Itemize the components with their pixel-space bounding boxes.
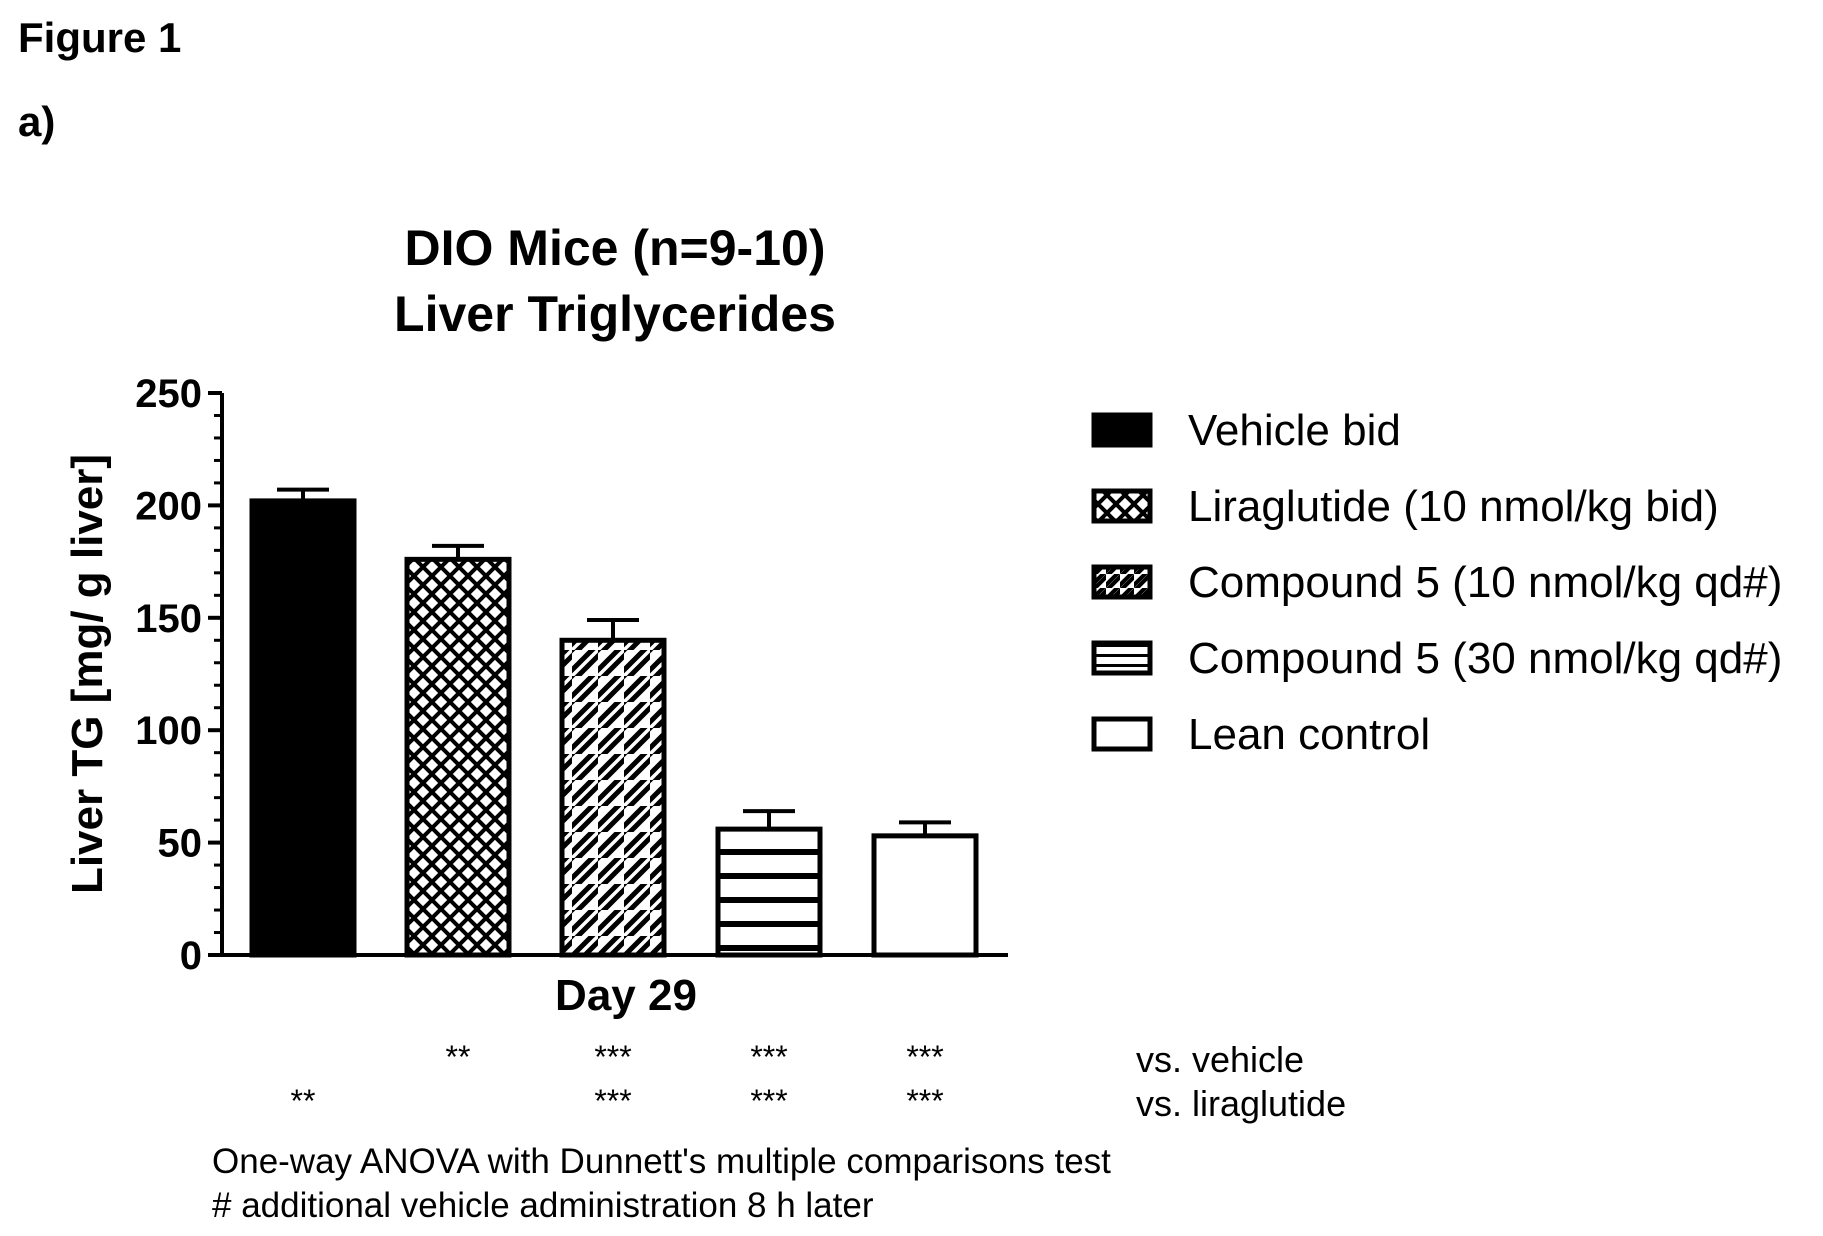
legend-swatch bbox=[1091, 640, 1153, 676]
legend: Vehicle bid Liraglutide (10 nmol/kg bid) C… bbox=[1091, 406, 1782, 759]
chart-title: DIO Mice (n=9-10) Liver Triglycerides bbox=[330, 215, 900, 347]
footnote-statistics: One-way ANOVA with Dunnett's multiple co… bbox=[212, 1142, 1111, 1181]
legend-label: Liraglutide (10 nmol/kg bid) bbox=[1188, 482, 1719, 531]
bar bbox=[559, 637, 667, 958]
y-tick-label: 250 bbox=[135, 372, 202, 416]
legend-label: Compound 5 (10 nmol/kg qd#) bbox=[1188, 558, 1782, 607]
footnote-vehicle: # additional vehicle administration 8 h … bbox=[212, 1186, 874, 1225]
significance-mark: *** bbox=[750, 1039, 787, 1075]
bar bbox=[871, 833, 979, 958]
legend-swatch bbox=[1091, 412, 1153, 448]
y-axis-label: Liver TG [mg/ g liver] bbox=[63, 454, 112, 894]
y-tick-label: 50 bbox=[158, 822, 203, 866]
bar bbox=[249, 498, 357, 958]
significance-row-label: vs. liraglutide bbox=[1136, 1083, 1346, 1124]
chart-title-line-2: Liver Triglycerides bbox=[394, 286, 836, 342]
axes: 0 50 100 150 200 250 Liver TG [mg/ g liver] Day… bbox=[63, 372, 1008, 1020]
figure-label: Figure 1 bbox=[18, 14, 182, 61]
legend-swatch bbox=[1091, 564, 1153, 600]
legend-swatch bbox=[1091, 716, 1153, 752]
significance-mark: *** bbox=[594, 1083, 631, 1119]
chart-title-line-1: DIO Mice (n=9-10) bbox=[404, 220, 826, 276]
bar bbox=[715, 826, 823, 958]
y-tick-label: 200 bbox=[135, 484, 202, 528]
y-tick-label: 0 bbox=[180, 934, 202, 978]
legend-label: Lean control bbox=[1188, 710, 1430, 759]
significance-mark: *** bbox=[906, 1083, 943, 1119]
legend-label: Compound 5 (30 nmol/kg qd#) bbox=[1188, 634, 1782, 683]
bar bbox=[404, 556, 512, 958]
significance-mark: *** bbox=[750, 1083, 787, 1119]
legend-label: Vehicle bid bbox=[1188, 406, 1401, 455]
y-tick-label: 100 bbox=[135, 709, 202, 753]
y-tick-label: 150 bbox=[135, 597, 202, 641]
panel-label: a) bbox=[18, 98, 56, 145]
significance-mark: ** bbox=[291, 1083, 316, 1119]
significance-annotations: ** *** *** *** vs. vehicle** *** *** *** vs. lir… bbox=[291, 1039, 1347, 1124]
significance-mark: *** bbox=[594, 1039, 631, 1075]
significance-row-label: vs. vehicle bbox=[1136, 1039, 1304, 1080]
significance-mark: *** bbox=[906, 1039, 943, 1075]
legend-swatch bbox=[1091, 488, 1153, 524]
x-axis-label: Day 29 bbox=[555, 971, 697, 1020]
significance-mark: ** bbox=[446, 1039, 471, 1075]
bars bbox=[249, 487, 979, 958]
